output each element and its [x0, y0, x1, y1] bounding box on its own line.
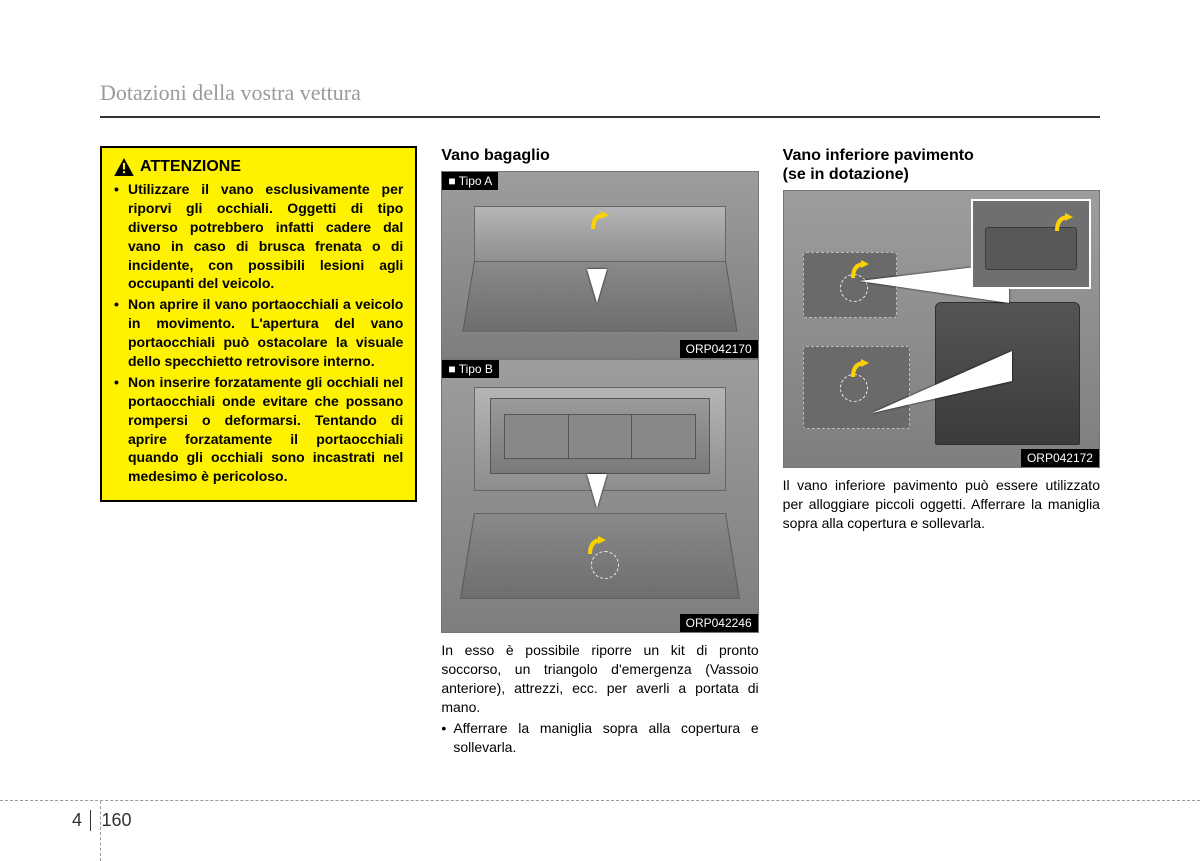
figure-floor: ORP042172: [783, 190, 1100, 468]
lift-arrow-icon: [587, 209, 611, 233]
pointer-icon: [587, 269, 607, 303]
floor-schematic: [784, 191, 1099, 467]
page-content: Dotazioni della vostra vettura ATTENZION…: [100, 80, 1100, 757]
figure-tipo-b: ■ Tipo B ORP042246: [441, 359, 758, 633]
figure-label: ■ Tipo B: [442, 360, 499, 378]
section-heading-luggage: Vano bagaglio: [441, 146, 758, 165]
warning-triangle-icon: [114, 158, 134, 176]
warning-box: ATTENZIONE Utilizzare il vano esclusivam…: [100, 146, 417, 502]
warning-item: Utilizzare il vano esclusivamente per ri…: [114, 180, 403, 293]
warning-item: Non inserire forzatamente gli occhiali n…: [114, 373, 403, 486]
trunk-schematic: [442, 360, 757, 632]
figure-inset: [971, 199, 1091, 289]
body-list-item: Afferrare la maniglia sopra alla copertu…: [441, 719, 758, 757]
section-heading-floor: Vano inferiore pavimento (se in dotazion…: [783, 146, 1100, 184]
pointer-icon: [587, 474, 607, 508]
warning-header: ATTENZIONE: [114, 158, 403, 176]
crop-mark-h: [0, 800, 1200, 801]
figure-code: ORP042246: [680, 614, 758, 632]
warning-title: ATTENZIONE: [140, 158, 241, 176]
callout-wedge-icon: [872, 351, 1012, 431]
body-text: Il vano inferiore pavimento può essere u…: [783, 476, 1100, 533]
figure-label-text: Tipo B: [459, 362, 493, 376]
column-2: Vano bagaglio ■ Tipo A ORP042170: [441, 146, 758, 757]
page-number-chapter: 4: [72, 810, 91, 831]
highlight-circle: [591, 551, 619, 579]
figure-label: ■ Tipo A: [442, 172, 498, 190]
chapter-title: Dotazioni della vostra vettura: [100, 80, 1100, 106]
lift-arrow-icon: [1051, 211, 1075, 235]
page-number: 4 160: [72, 810, 132, 831]
column-3: Vano inferiore pavimento (se in dotazion…: [783, 146, 1100, 757]
columns: ATTENZIONE Utilizzare il vano esclusivam…: [100, 146, 1100, 757]
warning-list: Utilizzare il vano esclusivamente per ri…: [114, 180, 403, 486]
figure-code: ORP042170: [680, 340, 758, 358]
figure-label-text: Tipo A: [459, 174, 493, 188]
body-text: In esso è possibile riporre un kit di pr…: [441, 641, 758, 717]
page-number-page: 160: [95, 810, 131, 830]
trunk-schematic: [442, 172, 757, 358]
figure-code: ORP042172: [1021, 449, 1099, 467]
figure-tipo-a: ■ Tipo A ORP042170: [441, 171, 758, 359]
heading-line-2: (se in dotazione): [783, 166, 909, 183]
title-rule: [100, 116, 1100, 118]
body-list: Afferrare la maniglia sopra alla copertu…: [441, 719, 758, 757]
warning-item: Non aprire il vano portaocchiali a veico…: [114, 295, 403, 371]
heading-line-1: Vano inferiore pavimento: [783, 147, 974, 164]
column-1: ATTENZIONE Utilizzare il vano esclusivam…: [100, 146, 417, 757]
lift-arrow-icon: [847, 357, 871, 381]
